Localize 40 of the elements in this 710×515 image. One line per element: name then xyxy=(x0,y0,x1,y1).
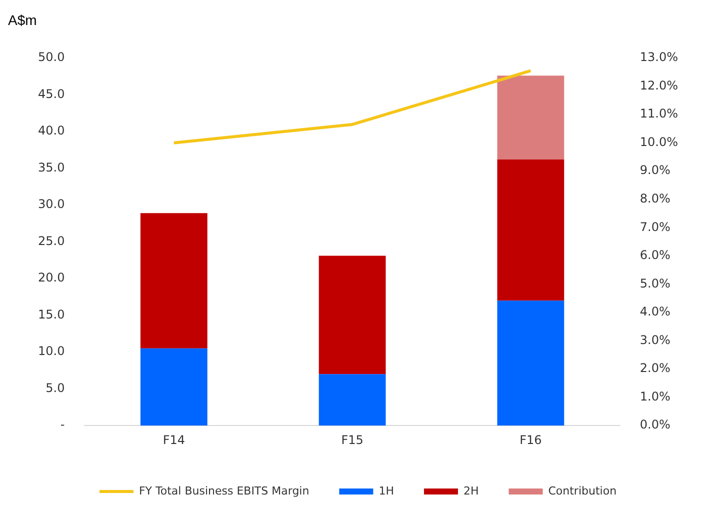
y2-tick-label: 0.0% xyxy=(640,418,670,432)
y-tick-label: 15.0 xyxy=(38,307,65,322)
legend-label: 1H xyxy=(378,484,394,498)
y-tick-label: - xyxy=(60,418,65,432)
x-tick-label: F15 xyxy=(341,432,364,447)
y-axis-title: A$m xyxy=(8,12,37,28)
y2-tick-label: 13.0% xyxy=(640,50,678,64)
legend-label: Contribution xyxy=(548,484,617,498)
bar xyxy=(140,213,208,348)
y-tick-label: 45.0 xyxy=(38,86,65,101)
y2-tick-label: 5.0% xyxy=(640,276,670,290)
legend-label: 2H xyxy=(463,484,479,498)
y2-tick-label: 11.0% xyxy=(640,106,678,121)
bar xyxy=(140,348,208,426)
y-tick-label: 50.0 xyxy=(38,50,65,64)
bar xyxy=(497,300,564,426)
bar xyxy=(318,256,386,374)
y-tick-label: 40.0 xyxy=(38,124,65,138)
x-tick-label: F16 xyxy=(520,432,542,447)
y2-tick-label: 4.0% xyxy=(640,304,670,319)
y2-tick-label: 7.0% xyxy=(640,220,670,234)
y-tick-label: 30.0 xyxy=(38,197,65,212)
bar xyxy=(497,76,564,160)
y2-tick-label: 2.0% xyxy=(640,361,670,376)
y-tick-label: 35.0 xyxy=(38,160,65,174)
x-tick-label: F14 xyxy=(162,432,185,447)
y2-tick-label: 1.0% xyxy=(640,389,670,404)
bar xyxy=(318,374,386,426)
y-tick-label: 25.0 xyxy=(38,234,65,248)
y2-tick-label: 6.0% xyxy=(640,248,670,262)
y-tick-label: 5.0 xyxy=(46,380,65,395)
y2-tick-label: 8.0% xyxy=(640,192,670,206)
y2-tick-label: 12.0% xyxy=(640,78,678,92)
y2-tick-label: 9.0% xyxy=(640,163,670,178)
legend-label: FY Total Business EBITS Margin xyxy=(138,484,310,498)
y2-tick-label: 10.0% xyxy=(640,134,678,149)
y-tick-label: 10.0 xyxy=(38,344,65,358)
y2-tick-label: 3.0% xyxy=(640,332,670,347)
bar xyxy=(497,159,564,301)
y-tick-label: 20.0 xyxy=(38,270,65,285)
